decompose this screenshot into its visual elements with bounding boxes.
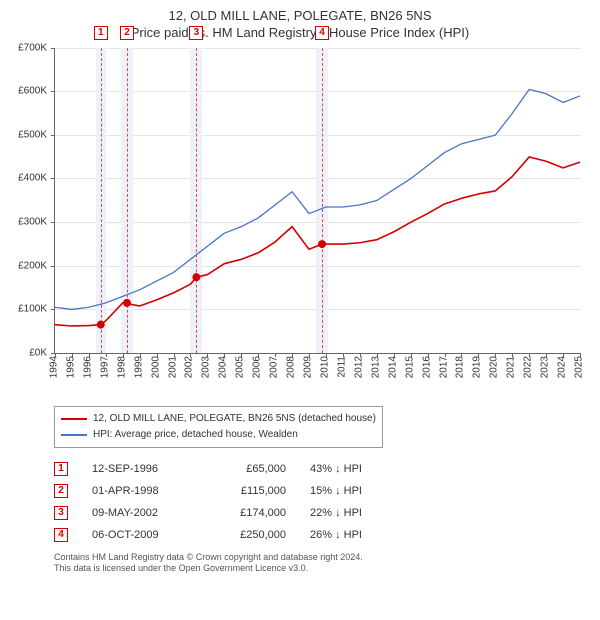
- legend-item-hpi: HPI: Average price, detached house, Weal…: [61, 427, 376, 443]
- x-axis-label: 2011: [336, 356, 347, 378]
- x-axis-label: 2002: [184, 356, 195, 378]
- sale-date: 06-OCT-2009: [92, 529, 192, 541]
- x-axis-label: 2025: [574, 356, 585, 378]
- x-axis-label: 2023: [540, 356, 551, 378]
- sale-point-dot: [123, 299, 131, 307]
- sale-marker-top: 1: [94, 26, 108, 40]
- x-axis-label: 2022: [523, 356, 534, 378]
- sale-marker-top: 3: [189, 26, 203, 40]
- x-axis-label: 2017: [438, 356, 449, 378]
- chart-area: £0K£100K£200K£300K£400K£500K£600K£700K 1…: [10, 48, 590, 398]
- sale-marker-icon: 3: [54, 506, 68, 520]
- sale-diff: 22% ↓ HPI: [310, 507, 400, 519]
- sale-date: 09-MAY-2002: [92, 507, 192, 519]
- sale-diff: 26% ↓ HPI: [310, 529, 400, 541]
- sale-marker-icon: 2: [54, 484, 68, 498]
- legend: 12, OLD MILL LANE, POLEGATE, BN26 5NS (d…: [54, 406, 383, 448]
- y-axis-labels: £0K£100K£200K£300K£400K£500K£600K£700K: [10, 48, 50, 354]
- y-axis-label: £0K: [29, 347, 47, 358]
- sale-marker-top: 4: [315, 26, 329, 40]
- x-axis-label: 2006: [252, 356, 263, 378]
- chart-title-address: 12, OLD MILL LANE, POLEGATE, BN26 5NS: [10, 8, 590, 25]
- legend-label-hpi: HPI: Average price, detached house, Weal…: [93, 429, 298, 440]
- y-axis-label: £100K: [18, 304, 47, 315]
- x-axis-labels: 1994199519961997199819992000200120022003…: [54, 356, 580, 396]
- sale-point-dot: [97, 320, 105, 328]
- y-axis-label: £200K: [18, 260, 47, 271]
- y-axis-label: £500K: [18, 129, 47, 140]
- x-axis-label: 1997: [99, 356, 110, 378]
- y-axis-label: £700K: [18, 42, 47, 53]
- sale-price: £65,000: [216, 463, 286, 475]
- sale-row: 1 12-SEP-1996 £65,000 43% ↓ HPI: [54, 458, 590, 480]
- x-axis-label: 2000: [150, 356, 161, 378]
- y-axis-label: £300K: [18, 217, 47, 228]
- x-axis-label: 1995: [65, 356, 76, 378]
- x-axis-label: 1994: [49, 356, 60, 378]
- sale-date: 01-APR-1998: [92, 485, 192, 497]
- sale-row: 4 06-OCT-2009 £250,000 26% ↓ HPI: [54, 524, 590, 546]
- series-property: [55, 157, 580, 326]
- x-axis-label: 2015: [404, 356, 415, 378]
- footnote-line1: Contains HM Land Registry data © Crown c…: [54, 552, 590, 564]
- legend-swatch-property: [61, 418, 87, 420]
- sale-diff: 43% ↓ HPI: [310, 463, 400, 475]
- x-axis-label: 2010: [319, 356, 330, 378]
- y-axis-label: £400K: [18, 173, 47, 184]
- footnote: Contains HM Land Registry data © Crown c…: [54, 552, 590, 575]
- footnote-line2: This data is licensed under the Open Gov…: [54, 563, 590, 575]
- y-axis-label: £600K: [18, 86, 47, 97]
- x-axis-label: 2018: [455, 356, 466, 378]
- x-axis-label: 2009: [303, 356, 314, 378]
- sale-price: £115,000: [216, 485, 286, 497]
- sale-point-dot: [318, 240, 326, 248]
- x-axis-label: 2004: [218, 356, 229, 378]
- x-axis-label: 2013: [370, 356, 381, 378]
- sale-row: 3 09-MAY-2002 £174,000 22% ↓ HPI: [54, 502, 590, 524]
- sale-date: 12-SEP-1996: [92, 463, 192, 475]
- series-svg: [55, 48, 580, 353]
- x-axis-label: 2001: [167, 356, 178, 378]
- sales-table: 1 12-SEP-1996 £65,000 43% ↓ HPI 2 01-APR-1998…: [54, 458, 590, 546]
- sale-row: 2 01-APR-1998 £115,000 15% ↓ HPI: [54, 480, 590, 502]
- legend-item-property: 12, OLD MILL LANE, POLEGATE, BN26 5NS (d…: [61, 411, 376, 427]
- x-axis-label: 2024: [557, 356, 568, 378]
- sale-marker-icon: 1: [54, 462, 68, 476]
- x-axis-label: 2020: [489, 356, 500, 378]
- x-axis-label: 1999: [133, 356, 144, 378]
- plot-area: 1234: [54, 48, 580, 354]
- x-axis-label: 1996: [82, 356, 93, 378]
- sale-marker-icon: 4: [54, 528, 68, 542]
- sale-price: £174,000: [216, 507, 286, 519]
- series-hpi: [55, 89, 580, 309]
- x-axis-label: 2012: [353, 356, 364, 378]
- x-axis-label: 2016: [421, 356, 432, 378]
- legend-swatch-hpi: [61, 434, 87, 436]
- x-axis-label: 1998: [116, 356, 127, 378]
- x-axis-label: 2019: [472, 356, 483, 378]
- sale-price: £250,000: [216, 529, 286, 541]
- sale-marker-top: 2: [120, 26, 134, 40]
- x-axis-label: 2003: [201, 356, 212, 378]
- sale-diff: 15% ↓ HPI: [310, 485, 400, 497]
- x-axis-label: 2005: [235, 356, 246, 378]
- x-axis-label: 2021: [506, 356, 517, 378]
- x-axis-label: 2014: [387, 356, 398, 378]
- x-axis-label: 2008: [286, 356, 297, 378]
- x-axis-label: 2007: [269, 356, 280, 378]
- sale-point-dot: [192, 273, 200, 281]
- legend-label-property: 12, OLD MILL LANE, POLEGATE, BN26 5NS (d…: [93, 413, 376, 424]
